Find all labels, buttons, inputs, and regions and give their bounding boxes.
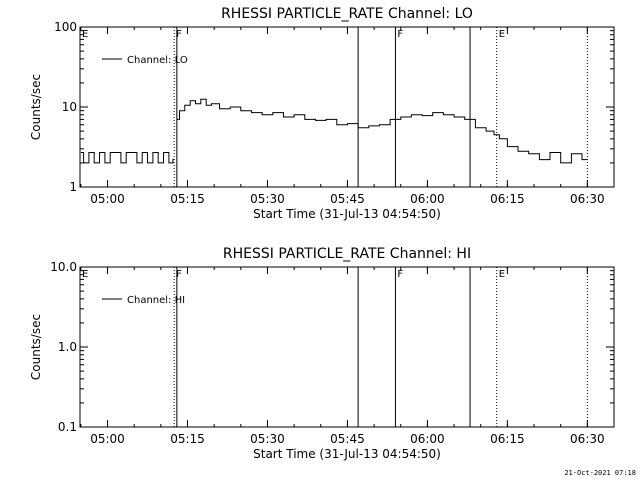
x-tick-label: 06:30 xyxy=(570,432,605,446)
y-tick-label: 10.0 xyxy=(50,260,77,274)
event-marker-label: F xyxy=(397,269,403,280)
x-tick-label: 05:45 xyxy=(330,192,365,206)
event-marker-label: E xyxy=(499,29,505,40)
event-marker-label: F xyxy=(176,29,182,40)
x-tick-label: 05:30 xyxy=(250,192,285,206)
x-axis-label: Start Time (31-Jul-13 04:54:50) xyxy=(253,207,441,221)
data-series-line xyxy=(80,152,175,164)
data-series-line xyxy=(176,98,588,164)
x-tick-label: 05:00 xyxy=(90,432,125,446)
event-marker-label: E xyxy=(499,269,505,280)
event-marker-label: F xyxy=(176,269,182,280)
x-axis-label: Start Time (31-Jul-13 04:54:50) xyxy=(253,447,441,461)
x-tick-label: 06:00 xyxy=(410,432,445,446)
chart-title: RHESSI PARTICLE_RATE Channel: LO xyxy=(221,6,473,22)
x-tick-label: 05:15 xyxy=(170,432,205,446)
event-marker-label: E xyxy=(82,269,88,280)
x-tick-label: 06:15 xyxy=(490,192,525,206)
x-tick-label: 06:15 xyxy=(490,432,525,446)
y-tick-label: 1.0 xyxy=(58,340,77,354)
event-marker-label: F xyxy=(397,29,403,40)
y-axis-label: Counts/sec xyxy=(29,314,43,380)
event-marker-label: E xyxy=(82,29,88,40)
x-tick-label: 06:30 xyxy=(570,192,605,206)
y-tick-label: 1 xyxy=(69,180,77,194)
x-tick-label: 05:45 xyxy=(330,432,365,446)
footer-date: 21-Oct-2021 07:18 xyxy=(564,469,636,477)
chart-title: RHESSI PARTICLE_RATE Channel: HI xyxy=(223,246,471,262)
chart-panel-2: RHESSI PARTICLE_RATE Channel: HI 05:00 05:… xyxy=(29,246,615,461)
x-tick-label: 05:00 xyxy=(90,192,125,206)
y-tick-label: 10 xyxy=(62,100,77,114)
legend-label: Channel: HI xyxy=(127,295,185,306)
y-axis-label: Counts/sec xyxy=(29,74,43,140)
y-tick-label: 0.1 xyxy=(58,420,77,434)
chart-panel-1: RHESSI PARTICLE_RATE Channel: LO 05:00 05:… xyxy=(29,6,615,221)
x-tick-label: 06:00 xyxy=(410,192,445,206)
legend-label: Channel: LO xyxy=(127,55,188,66)
x-tick-label: 05:30 xyxy=(250,432,285,446)
x-tick-label: 05:15 xyxy=(170,192,205,206)
y-tick-label: 100 xyxy=(54,20,77,34)
plot-frame xyxy=(79,266,615,428)
